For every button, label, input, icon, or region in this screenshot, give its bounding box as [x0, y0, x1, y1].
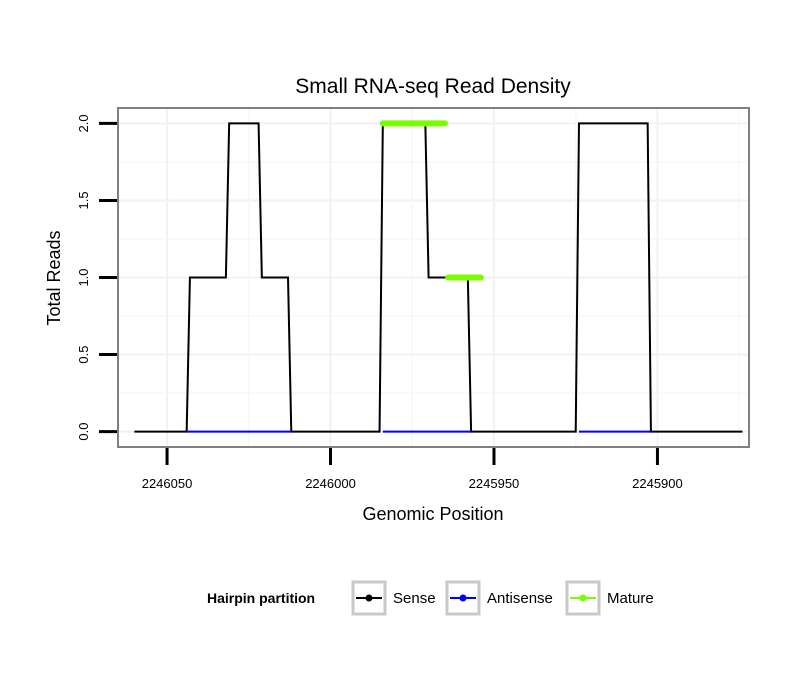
legend-item-mature: Mature [565, 580, 654, 616]
series-layer [134, 120, 743, 433]
legend-items: Sense Antisense Mature [351, 580, 654, 616]
legend-label-antisense: Antisense [487, 590, 553, 607]
series-line-sense [134, 122, 743, 433]
chart-title: Small RNA-seq Read Density [295, 75, 571, 98]
plot-border [117, 107, 750, 448]
y-tick-label: 0.0 [76, 423, 91, 441]
grid [118, 108, 749, 447]
legend-item-antisense: Antisense [445, 580, 553, 616]
legend-key-point-antisense [459, 594, 467, 602]
x-tick-label: 2246000 [305, 476, 356, 491]
y-tick-label: 1.0 [76, 268, 91, 286]
x-tick-label: 2246050 [142, 476, 193, 491]
y-tick-label: 1.5 [76, 191, 91, 209]
legend-title: Hairpin partition [207, 590, 315, 606]
legend: Hairpin partition Sense Antisense Mature [207, 580, 654, 616]
x-tick-label: 2245900 [632, 476, 683, 491]
x-axis-title: Genomic Position [362, 504, 503, 524]
legend-item-sense: Sense [351, 580, 436, 616]
y-axis-title: Total Reads [44, 230, 64, 325]
y-tick-label: 2.0 [76, 114, 91, 132]
legend-label-mature: Mature [607, 590, 654, 607]
y-tick-label: 0.5 [76, 346, 91, 364]
legend-label-sense: Sense [393, 590, 436, 607]
x-tick-label: 2245950 [469, 476, 520, 491]
legend-key-point-sense [365, 594, 373, 602]
axes: 0.0 0.5 1.0 1.5 2.0 2246050 2246000 2245950 2245… [76, 114, 683, 491]
legend-key-point-mature [579, 594, 587, 602]
